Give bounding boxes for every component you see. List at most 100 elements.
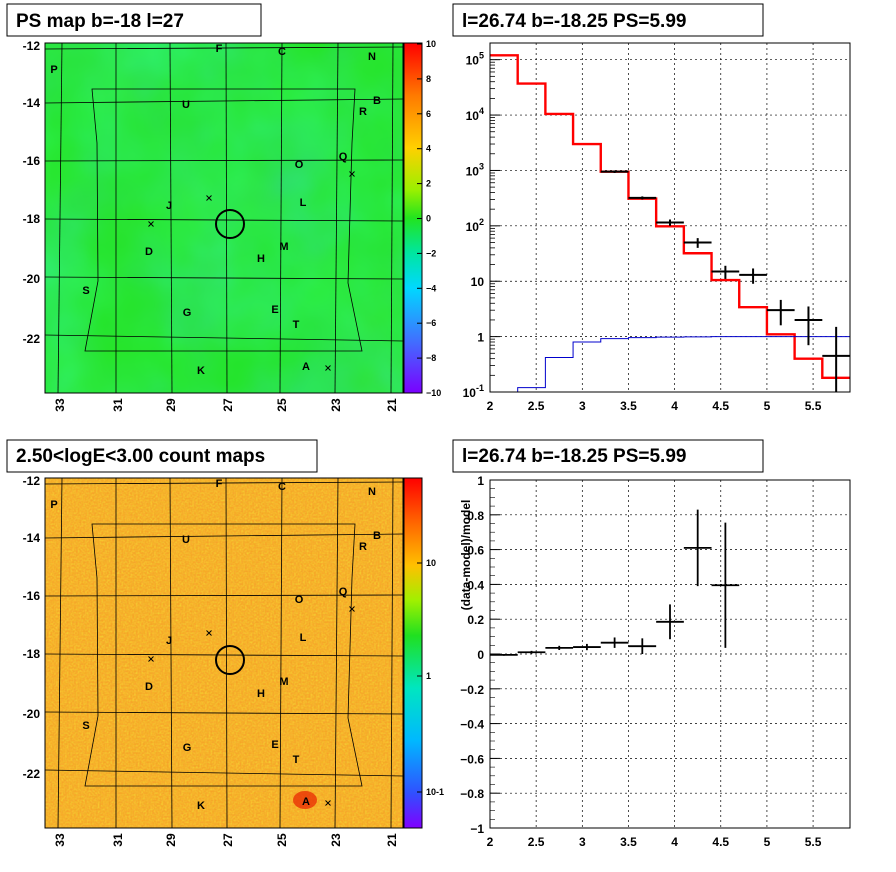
residual-panel: l=26.74 b=-18.25 PS=5.99 2 2.5 3 3.5 4 4.5 5 5.… <box>452 439 851 849</box>
residual-axes: 2 2.5 3 3.5 4 4.5 5 5.5 −1 −0.8 −0.6 −0.4 −0.2 0 0.2 0.… <box>459 474 822 849</box>
spectrum-data-point <box>600 170 629 173</box>
map-x-tick-label: 27 <box>221 398 235 412</box>
map-parallel <box>44 334 404 342</box>
source-label: D <box>145 681 153 693</box>
colorbar-tick-label: −6 <box>426 318 436 328</box>
ps-map-source-labels: F C N P U BR O Q J L D M H S G E T K A <box>50 43 381 377</box>
residual-data-point <box>600 637 629 648</box>
map-meridian <box>57 477 63 829</box>
source-cross-marker <box>206 630 212 636</box>
residual-x-tick-label: 5 <box>764 835 771 849</box>
map-y-tick-label: -18 <box>23 212 41 226</box>
spectrum-y-tick-label: 102 <box>466 217 484 234</box>
spectrum-axes: 2 2.5 3 3.5 4 4.5 5 5.5 10-1 1 10 102 103 104 105 <box>463 42 822 413</box>
source-label: E <box>271 739 278 751</box>
map-y-tick-label: -12 <box>23 39 41 53</box>
spectrum-data-point <box>628 196 657 200</box>
spectrum-panel: l=26.74 b=-18.25 PS=5.99 2 2.5 3 3.5 4 4.5 5 5.… <box>452 3 851 413</box>
spectrum-y-tick-label: 1 <box>477 331 484 345</box>
count-map-axes: 33 31 29 27 25 23 21 -12 -14 -16 -18 -20 -22 <box>23 474 399 847</box>
source-label: C <box>278 46 286 58</box>
source-cross-marker <box>349 606 355 612</box>
count-map-colorbar-ticks: 10 1 10-1 <box>417 558 444 797</box>
residual-x-tick-label: 5.5 <box>805 835 822 849</box>
spectrum-x-tick-label: 5 <box>764 399 771 413</box>
spectrum-y-tick-label: 10 <box>471 275 485 289</box>
map-parallel <box>44 159 404 162</box>
residual-data-point <box>683 509 712 587</box>
residual-y-tick-label: −1 <box>470 822 484 836</box>
spectrum-plot-area <box>490 43 850 392</box>
colorbar-tick-label: 0 <box>426 214 431 224</box>
source-label: P <box>50 64 57 76</box>
spectrum-x-tick-label: 2 <box>487 399 494 413</box>
source-label: G <box>183 742 192 754</box>
map-x-tick-label: 25 <box>275 833 289 847</box>
map-y-tick-label: -20 <box>23 272 41 286</box>
map-parallel <box>44 711 404 715</box>
map-x-tick-label: 33 <box>53 398 67 412</box>
source-label: M <box>279 241 288 253</box>
map-meridian <box>279 477 283 829</box>
residual-y-axis-title: (data-model)/model <box>459 500 473 611</box>
colorbar-tick-label: −4 <box>426 283 436 293</box>
map-x-tick-label: 31 <box>111 833 125 847</box>
map-y-tick-label: -16 <box>23 589 41 603</box>
source-label: P <box>50 499 57 511</box>
source-label: R <box>359 541 367 553</box>
map-parallel <box>44 481 404 485</box>
ps-map-candidate-circle <box>215 209 245 239</box>
source-label: U <box>182 534 190 546</box>
residual-x-tick-label: 2.5 <box>528 835 545 849</box>
residual-y-tick-label: −0.2 <box>460 683 484 697</box>
colorbar-tick-label: 1 <box>426 671 431 681</box>
source-label: Q <box>339 586 348 598</box>
source-label: A <box>302 361 310 373</box>
source-cross-marker <box>206 195 212 201</box>
count-map-coord-grid <box>44 477 404 829</box>
map-parallel <box>44 594 404 597</box>
source-label: K <box>197 800 205 812</box>
source-label: S <box>82 285 89 297</box>
colorbar-tick-label: −2 <box>426 248 436 258</box>
spectrum-data-point <box>683 238 712 248</box>
residual-x-tick-label: 4.5 <box>712 835 729 849</box>
source-label: J <box>166 200 172 212</box>
map-parallel <box>44 533 404 539</box>
ps-map-colorbar-ticks: 10 8 6 4 2 0 −2 −4 −6 −8 −10 <box>417 39 441 398</box>
map-y-tick-label: -14 <box>23 96 41 110</box>
residual-data-point <box>517 650 546 654</box>
map-meridian <box>390 477 394 829</box>
source-label: G <box>183 307 192 319</box>
source-label: B <box>373 530 381 542</box>
residual-data-point <box>656 604 684 640</box>
spectrum-x-tick-label: 2.5 <box>528 399 545 413</box>
source-label: R <box>359 106 367 118</box>
colorbar-tick-label: 2 <box>426 179 431 189</box>
count-map-candidate-circle <box>215 645 245 675</box>
source-label: N <box>368 51 376 63</box>
count-map-source-labels: F C N P U BR O Q J L D M H S G E T K A <box>50 478 381 812</box>
source-cross-marker <box>148 656 154 662</box>
residual-data-point <box>490 653 518 656</box>
source-label: H <box>257 688 265 700</box>
residual-x-tick-label: 2 <box>487 835 494 849</box>
source-label: T <box>293 754 300 766</box>
spectrum-x-tick-label: 3 <box>579 399 586 413</box>
map-x-tick-label: 27 <box>221 833 235 847</box>
count-map-colorbar <box>404 478 422 828</box>
residual-y-tick-label: 0.6 <box>467 544 484 558</box>
colorbar-tick-label: −10 <box>426 388 441 398</box>
colorbar-tick-label: 6 <box>426 109 431 119</box>
map-y-tick-label: -16 <box>23 154 41 168</box>
residual-y-tick-label: −0.8 <box>460 787 484 801</box>
colorbar-tick-label: 4 <box>426 144 431 154</box>
residual-x-tick-label: 3 <box>579 835 586 849</box>
source-label: D <box>145 246 153 258</box>
residual-y-tick-label: 1 <box>477 474 484 488</box>
colorbar-tick-label: 10 <box>426 39 436 49</box>
residual-title: l=26.74 b=-18.25 PS=5.99 <box>462 446 686 467</box>
spectrum-data-point <box>739 268 767 284</box>
count-map-hotspot-a <box>293 791 317 809</box>
residual-y-tick-label: 0.2 <box>467 613 484 627</box>
